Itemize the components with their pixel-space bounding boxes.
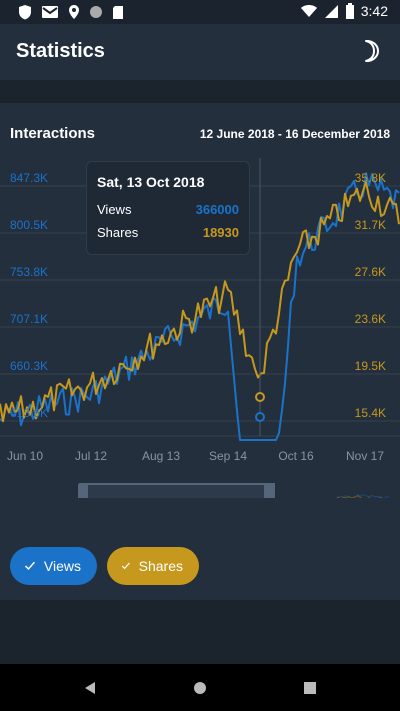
y-right-tick-label: 35.8K — [355, 171, 386, 185]
views-point — [255, 412, 265, 422]
minimap-handle-right[interactable] — [264, 484, 274, 498]
y-right-tick-label: 19.5K — [355, 359, 386, 373]
y-right-tick-label: 15.4K — [355, 406, 386, 420]
views-line — [0, 172, 400, 441]
moon-icon[interactable] — [356, 39, 380, 63]
y-left-tick-label: 660.3K — [10, 359, 48, 373]
toggle-views-label: Views — [43, 558, 81, 574]
minimap-handle-left[interactable] — [78, 484, 88, 498]
y-right-tick-label: 31.7K — [355, 218, 386, 232]
chart-tooltip: Sat, 13 Oct 2018 Views 366000 Shares 189… — [86, 161, 250, 255]
shield-icon — [19, 5, 31, 20]
nav-bar — [0, 664, 400, 711]
wifi-icon — [300, 5, 317, 17]
tooltip-date: Sat, 13 Oct 2018 — [97, 174, 205, 190]
battery-icon — [345, 3, 354, 19]
status-time: 3:42 — [360, 3, 388, 19]
y-left-tick-label: 613.6K — [10, 406, 48, 420]
y-left-tick-label: 800.5K — [10, 218, 48, 232]
check-icon — [121, 562, 130, 570]
toggle-shares-label: Shares — [138, 558, 183, 574]
tooltip-shares-value: 18930 — [202, 225, 239, 240]
check-icon — [24, 561, 35, 571]
status-bar: 3:42 — [0, 0, 400, 24]
minimap-window[interactable] — [79, 483, 275, 498]
location-icon — [69, 5, 79, 19]
toggle-shares[interactable]: Shares — [107, 547, 199, 585]
gmail-icon — [42, 6, 58, 18]
y-left-tick-label: 753.8K — [10, 265, 48, 279]
sd-card-icon — [113, 5, 123, 19]
spacer — [0, 80, 400, 103]
y-left-tick-label: 847.3K — [10, 171, 48, 185]
x-tick-label: Nov 17 — [346, 449, 384, 463]
series-toggles: Views Shares — [10, 547, 199, 585]
minimap-mask-right — [274, 484, 390, 498]
x-tick-label: Jun 10 — [7, 449, 43, 463]
y-right-tick-label: 23.6K — [355, 312, 386, 326]
x-tick-label: Jul 12 — [75, 449, 107, 463]
tooltip-views-label: Views — [97, 202, 132, 217]
interactions-chart[interactable]: 847.3K 35.8K 800.5K 31.7K 753.8K 27.6K 707.1K 2… — [0, 158, 400, 498]
circle-icon — [90, 6, 102, 18]
tooltip-row-shares: Shares 18930 — [97, 225, 239, 240]
y-right-tick-label: 27.6K — [355, 265, 386, 279]
signal-icon — [324, 4, 338, 18]
app-bar: Statistics — [0, 24, 400, 80]
shares-line — [0, 181, 400, 423]
tooltip-shares-label: Shares — [97, 225, 139, 240]
y-left-tick-label: 707.1K — [10, 312, 48, 326]
minimap-mask-left — [10, 484, 80, 498]
tooltip-row-views: Views 366000 — [97, 202, 239, 217]
x-tick-label: Oct 16 — [278, 449, 314, 463]
x-tick-label: Sep 14 — [209, 449, 247, 463]
shares-point — [255, 392, 265, 402]
interactions-card: Interactions 12 June 2018 - 16 December … — [0, 103, 400, 600]
card-title: Interactions — [10, 125, 96, 142]
x-tick-label: Aug 13 — [142, 449, 180, 463]
back-icon[interactable] — [83, 681, 97, 695]
spacer-bottom — [0, 600, 400, 664]
toggle-views[interactable]: Views — [10, 547, 97, 585]
page-title: Statistics — [16, 40, 105, 62]
tooltip-views-value: 366000 — [195, 202, 239, 217]
date-range: 12 June 2018 - 16 December 2018 — [199, 127, 390, 141]
home-icon[interactable] — [193, 681, 207, 695]
recents-icon[interactable] — [304, 682, 316, 694]
